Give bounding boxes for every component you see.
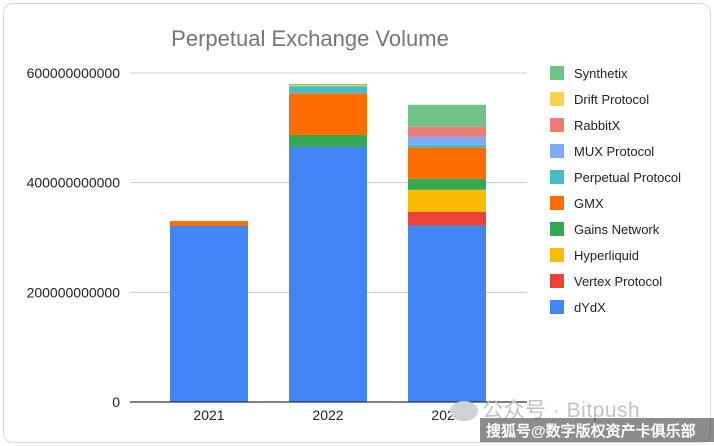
y-tick-label: 400000000000 (27, 175, 121, 191)
y-tick-label: 200000000000 (27, 284, 121, 300)
watermark-text: 公众号 · Bitpush (482, 399, 641, 422)
bar-segment (289, 83, 367, 86)
bar-segment (408, 147, 486, 179)
bar-segment (408, 126, 486, 137)
legend-label: Gains Network (574, 222, 660, 237)
bar-segment (289, 134, 367, 148)
legend-swatch (550, 66, 564, 80)
legend-label: GMX (574, 196, 604, 211)
bar-segment (170, 221, 248, 226)
wechat-icon (450, 401, 478, 422)
legend-label: dYdX (574, 300, 606, 315)
legend-swatch (550, 300, 564, 314)
bar-segment (408, 104, 486, 127)
bars-layer (170, 83, 486, 402)
y-tick-label: 600000000000 (27, 65, 121, 81)
bar-segment (408, 225, 486, 402)
y-tick-label: 0 (112, 394, 120, 410)
legend-swatch (550, 274, 564, 288)
bar-segment (408, 211, 486, 226)
legend-swatch (550, 92, 564, 106)
legend-label: Perpetual Protocol (574, 170, 681, 185)
bar-segment (170, 225, 248, 402)
legend-label: Drift Protocol (574, 92, 649, 107)
legend-swatch (550, 248, 564, 262)
bar-segment (289, 147, 367, 402)
watermark: 公众号 · Bitpush (450, 394, 640, 424)
bar-segment (408, 144, 486, 148)
bar-segment (289, 86, 367, 94)
bar-segment (289, 93, 367, 135)
legend-layer: Synthetix Drift Protocol RabbitX MUX Protoc… (550, 66, 681, 315)
legend-label: Vertex Protocol (574, 274, 662, 289)
legend-label: Synthetix (574, 66, 628, 81)
footer-strip (480, 418, 714, 442)
x-tick-label: 2022 (312, 407, 343, 423)
legend-swatch (550, 118, 564, 132)
bar-segment (289, 85, 367, 87)
bar-segment (408, 178, 486, 190)
legend-label: Hyperliquid (574, 248, 639, 263)
legend-swatch (550, 144, 564, 158)
legend-swatch (550, 170, 564, 184)
legend-label: MUX Protocol (574, 144, 654, 159)
legend-swatch (550, 196, 564, 210)
bar-segment (408, 136, 486, 145)
bar-segment (408, 189, 486, 212)
x-tick-label: 2021 (193, 407, 224, 423)
chart-title: Perpetual Exchange Volume (171, 26, 449, 51)
legend-label: RabbitX (574, 118, 621, 133)
legend-swatch (550, 222, 564, 236)
footer-text: 搜狐号@数字版权资产卡俱乐部 (486, 423, 696, 440)
